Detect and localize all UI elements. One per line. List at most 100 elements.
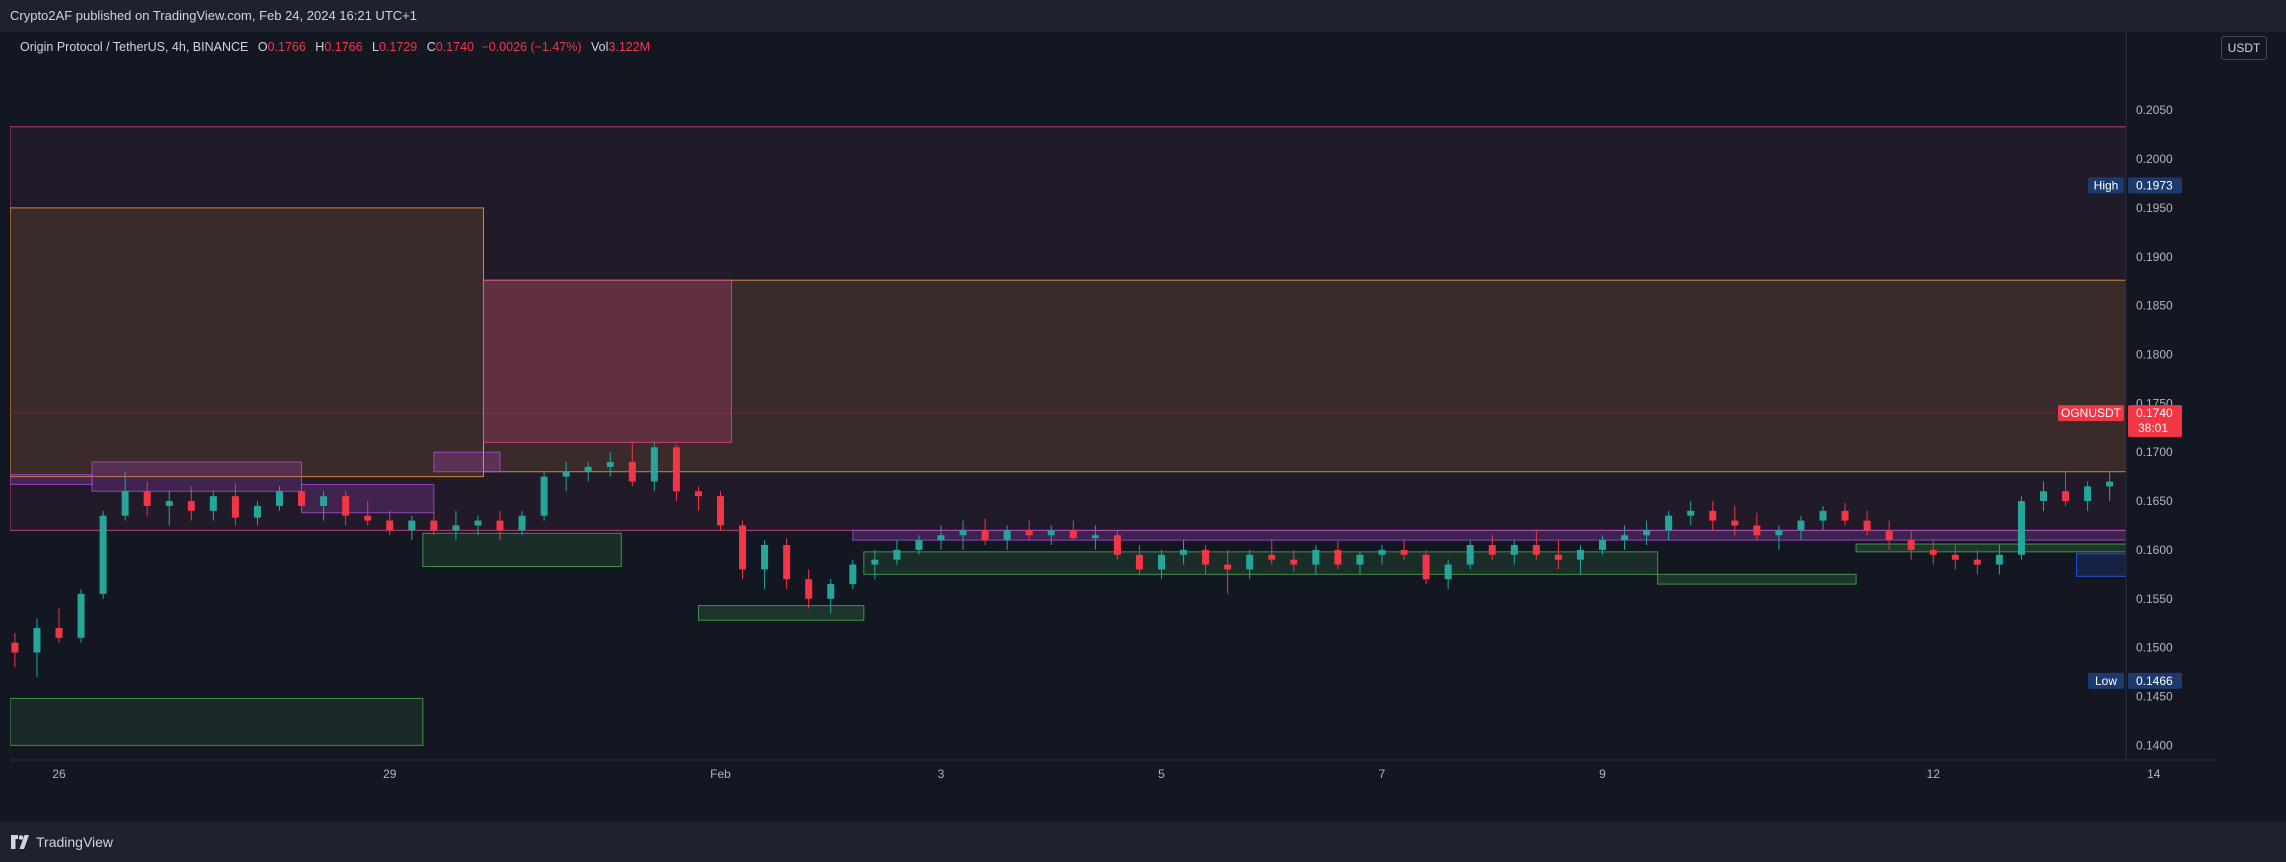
price-tick-4: 0.1600 <box>2136 543 2173 557</box>
low-value-bg <box>2128 672 2182 689</box>
currency-button[interactable]: USDT <box>2221 36 2267 60</box>
price-tick-3: 0.1550 <box>2136 592 2173 606</box>
zone-green-10 <box>1657 573 1857 585</box>
symbol-tag-bg <box>2058 405 2124 422</box>
candle-body-81 <box>1687 510 1695 516</box>
price-tick-11: 0.1950 <box>2136 201 2173 215</box>
time-axis-panel <box>10 760 2216 790</box>
candle-body-40 <box>783 545 791 580</box>
zone-blue-12 <box>2076 553 2127 577</box>
publish-header: Crypto2AF published on TradingView.com, … <box>0 0 2286 32</box>
candle-body-62 <box>1268 554 1276 560</box>
time-tick-0: 26 <box>52 767 66 781</box>
candle-body-34 <box>650 447 658 482</box>
candle-body-20 <box>342 496 350 516</box>
candle-body-39 <box>761 545 769 570</box>
candle-body-97 <box>2040 491 2047 502</box>
candle-body-43 <box>849 564 857 585</box>
candle-body-100 <box>2106 481 2114 487</box>
candle-body-61 <box>1246 554 1254 570</box>
price-tick-9: 0.1850 <box>2136 299 2173 313</box>
legend-low: 0.1729 <box>378 40 418 54</box>
candle-body-94 <box>1973 559 1981 565</box>
zone-purple-17 <box>852 529 2127 541</box>
time-tick-6: 9 <box>1599 767 1606 781</box>
legend-close-label: C <box>426 40 436 54</box>
candle-body-11 <box>143 491 151 506</box>
time-tick-5: 7 <box>1379 767 1386 781</box>
candle-body-60 <box>1224 564 1232 570</box>
last-price-tag-bg <box>2128 405 2182 438</box>
price-tick-5: 0.1650 <box>2136 494 2173 508</box>
price-tick-2: 0.1500 <box>2136 641 2173 655</box>
candle-body-67 <box>1378 549 1386 555</box>
legend-low-label: L <box>372 40 379 54</box>
candle-body-38 <box>739 525 747 570</box>
candle-body-68 <box>1400 549 1408 555</box>
zone-purple-13 <box>10 474 93 485</box>
candle-body-31 <box>584 466 592 472</box>
candle-body-32 <box>606 461 614 467</box>
time-tick-8: 14 <box>2147 767 2161 781</box>
candle-body-6 <box>33 628 41 653</box>
candle-body-29 <box>540 476 548 516</box>
candle-body-63 <box>1290 559 1298 565</box>
candle-body-77 <box>1599 540 1606 550</box>
zone-green-9 <box>863 551 1659 575</box>
candle-body-30 <box>562 471 570 477</box>
price-tick-10: 0.1900 <box>2136 250 2173 264</box>
candle-body-8 <box>77 593 85 638</box>
candle-body-21 <box>364 515 372 521</box>
candle-body-17 <box>276 491 283 506</box>
zone-w_r-0 <box>10 126 2127 531</box>
legend-title: Origin Protocol / TetherUS, 4h, BINANCE <box>20 40 249 54</box>
candle-body-33 <box>628 461 636 482</box>
candle-body-7 <box>55 628 63 638</box>
candle-body-65 <box>1334 549 1342 565</box>
candle-body-90 <box>1885 530 1893 541</box>
candle-body-76 <box>1576 549 1584 560</box>
chart-area[interactable]: W(R)4h/D(R)4h(S)D(S)0.14000.14500.15000.… <box>10 32 2216 790</box>
candle-body-69 <box>1422 554 1430 580</box>
high-value-bg <box>2128 177 2182 194</box>
legend-open-label: O <box>257 40 268 54</box>
candle-body-70 <box>1444 564 1452 580</box>
low-label-bg <box>2088 672 2124 689</box>
candle-body-36 <box>694 491 702 497</box>
candle-body-41 <box>805 579 813 599</box>
candle-body-86 <box>1797 520 1805 531</box>
candle-body-37 <box>717 496 724 526</box>
candle-body-46 <box>915 540 923 550</box>
zone-green-11 <box>1855 543 2127 553</box>
zone-pink-3 <box>482 279 733 443</box>
candle-body-48 <box>959 530 967 536</box>
candle-body-66 <box>1356 554 1364 565</box>
candle-body-13 <box>187 501 195 511</box>
time-tick-2: Feb <box>710 767 731 781</box>
zone-purple-14 <box>91 461 303 492</box>
legend-change: −0.0026 (−1.47%) <box>481 40 582 54</box>
candle-body-73 <box>1510 545 1518 555</box>
candle-body-25 <box>452 525 460 531</box>
publish-info: Crypto2AF published on TradingView.com, … <box>10 8 417 23</box>
price-tick-13: 0.2050 <box>2136 103 2173 117</box>
zone-green-6 <box>10 697 424 746</box>
candle-body-56 <box>1135 554 1143 570</box>
zone-orange-1 <box>10 207 484 478</box>
candle-body-57 <box>1158 554 1165 570</box>
legend-vol-label: Vol <box>591 40 609 54</box>
price-tick-12: 0.2000 <box>2136 152 2173 166</box>
price-chart-svg[interactable]: W(R)4h/D(R)4h(S)D(S)0.14000.14500.15000.… <box>10 32 2216 790</box>
low-value: 0.1466 <box>2136 674 2173 688</box>
brand[interactable]: TradingView <box>10 834 113 850</box>
candle-body-75 <box>1554 554 1562 560</box>
legend-high: 0.1766 <box>324 40 363 54</box>
candle-body-53 <box>1069 530 1077 539</box>
candle-body-85 <box>1775 530 1783 536</box>
candle-body-74 <box>1532 545 1540 555</box>
candle-body-95 <box>1995 554 2003 565</box>
candle-body-27 <box>496 520 504 531</box>
candle-body-80 <box>1665 515 1673 531</box>
high-label-bg <box>2088 177 2124 194</box>
last-price-value: 0.1740 <box>2136 406 2173 420</box>
